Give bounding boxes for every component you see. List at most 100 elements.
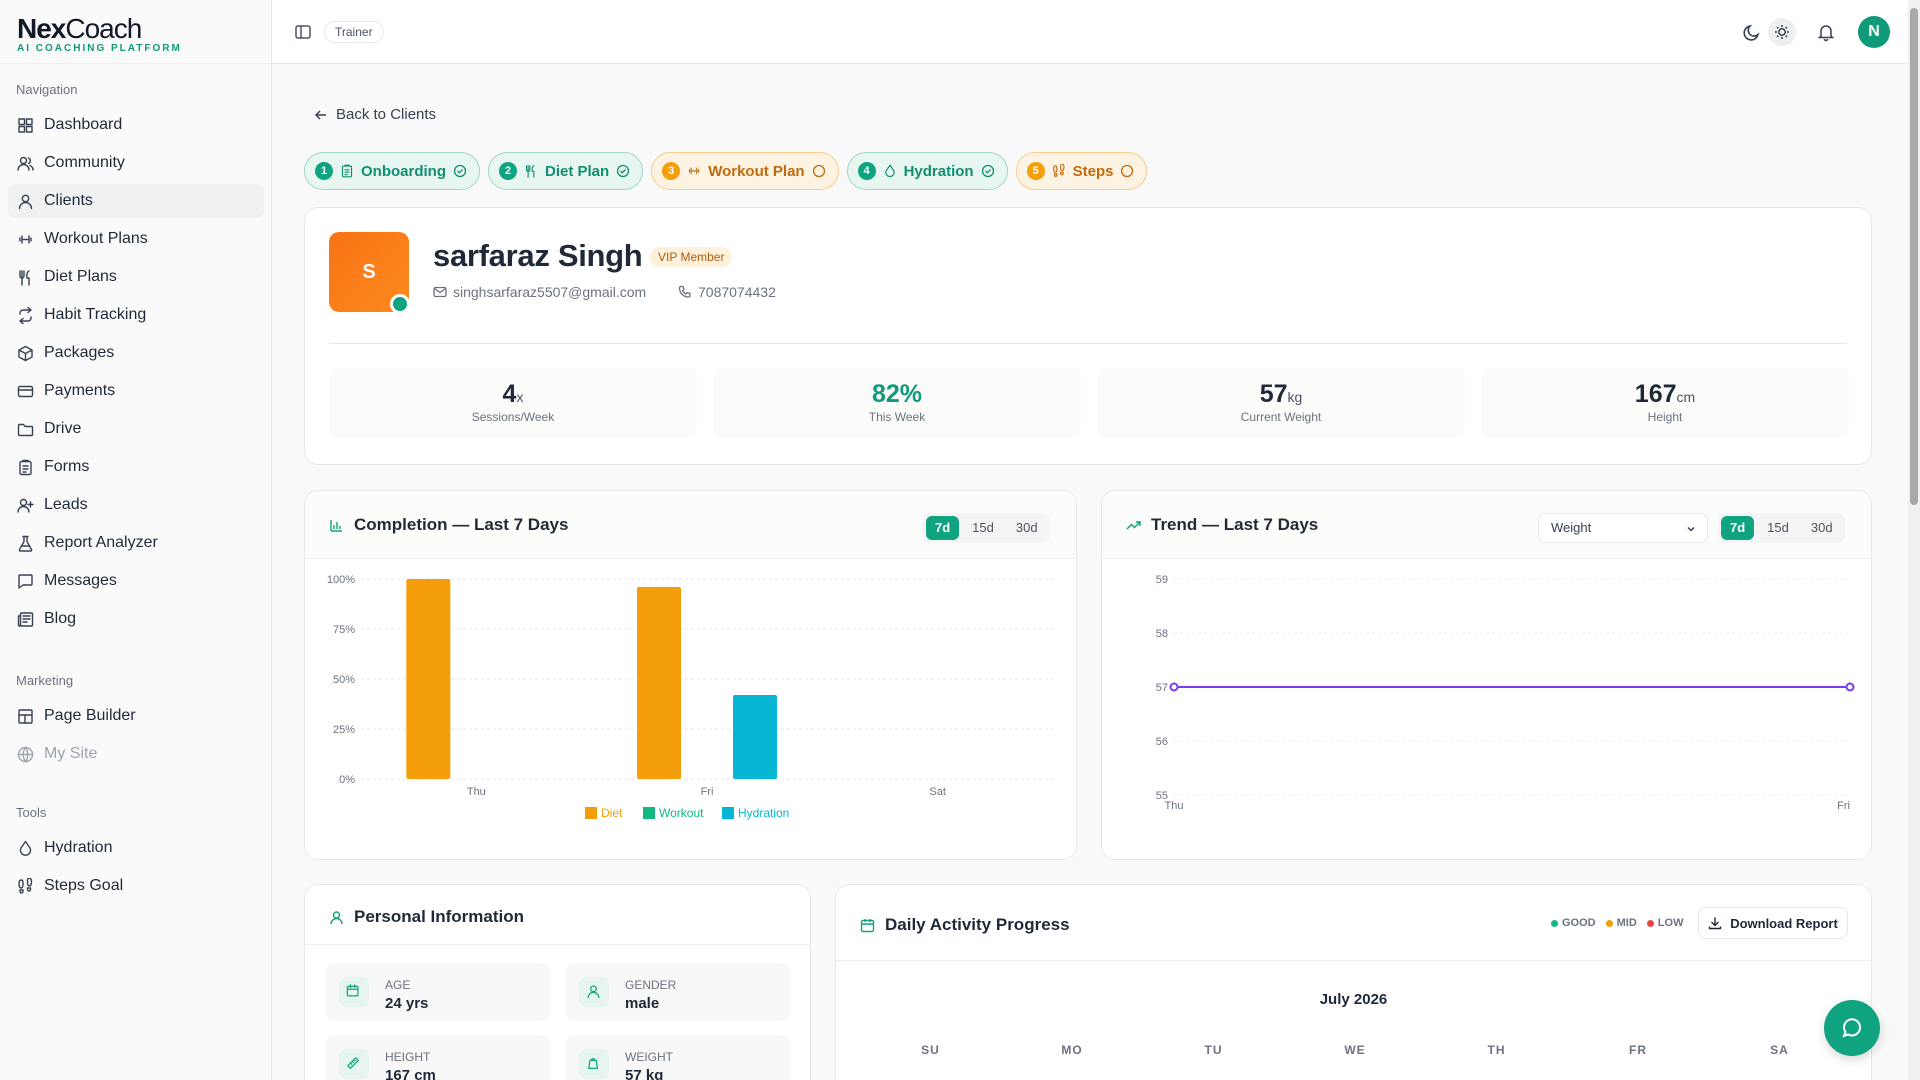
- page-scrollbar[interactable]: [1908, 0, 1920, 1080]
- completion-range-toggle: 7d 15d 30d: [923, 513, 1050, 543]
- sun-icon[interactable]: [1772, 22, 1792, 42]
- sidebar-item-community[interactable]: Community: [8, 146, 264, 180]
- sidebar-item-habit-tracking[interactable]: Habit Tracking: [8, 298, 264, 332]
- user-plus-icon: [17, 497, 34, 514]
- info-tile-age: AGE 24 yrs: [325, 963, 550, 1021]
- step-hydration[interactable]: 4 Hydration: [846, 152, 1008, 190]
- stat-number: 82%: [871, 380, 923, 408]
- info-label: HEIGHT: [385, 1050, 431, 1064]
- logo-text-a: Nex: [17, 13, 66, 44]
- sidebar-item-my-site[interactable]: My Site: [8, 737, 264, 771]
- trend-range-30d[interactable]: 30d: [1810, 520, 1833, 535]
- trend-point[interactable]: [1845, 682, 1855, 692]
- phone-icon: [678, 285, 691, 298]
- sidebar-item-packages[interactable]: Packages: [8, 336, 264, 370]
- onboarding-steps: 1 Onboarding 2 Diet Plan 3 Workout Plan 4 Hydra…: [304, 152, 1148, 190]
- sidebar-item-page-builder[interactable]: Page Builder: [8, 699, 264, 733]
- bar-hydration-fri[interactable]: [733, 695, 777, 779]
- dumbbell-icon: [687, 164, 701, 178]
- sidebar-item-drive[interactable]: Drive: [8, 412, 264, 446]
- y-tick-label: 59: [1156, 574, 1168, 586]
- stat-label: Height: [1647, 410, 1683, 424]
- back-to-clients-link[interactable]: Back to Clients: [314, 106, 436, 123]
- client-phone[interactable]: 7087074432: [678, 284, 776, 300]
- sidebar-item-report-analyzer[interactable]: Report Analyzer: [8, 526, 264, 560]
- sidebar-item-label: Steps Goal: [44, 877, 124, 894]
- nav-section-title: Marketing: [16, 673, 74, 688]
- sidebar-item-hydration[interactable]: Hydration: [8, 831, 264, 865]
- sidebar-item-dashboard[interactable]: Dashboard: [8, 108, 264, 142]
- stat-number: 4: [502, 380, 517, 408]
- legend-label: Hydration: [738, 806, 789, 820]
- y-tick-label: 50%: [333, 674, 355, 686]
- sidebar-item-workout-plans[interactable]: Workout Plans: [8, 222, 264, 256]
- stat-value: 4x: [329, 380, 697, 409]
- phone-text: 7087074432: [698, 284, 776, 300]
- activity-legend: GOOD MID LOW: [1551, 917, 1683, 929]
- step-label: Workout Plan: [708, 162, 805, 180]
- step-steps[interactable]: 5 Steps: [1015, 152, 1148, 190]
- stat-unit: cm: [1676, 389, 1696, 405]
- scrollbar-thumb[interactable]: [1910, 8, 1918, 505]
- sidebar-item-leads[interactable]: Leads: [8, 488, 264, 522]
- step-workout-plan[interactable]: 3 Workout Plan: [651, 152, 839, 190]
- completion-title-text: Completion — Last 7 Days: [354, 515, 569, 534]
- x-tick-label: Thu: [1165, 800, 1184, 812]
- sidebar-item-diet-plans[interactable]: Diet Plans: [8, 260, 264, 294]
- sidebar-item-messages[interactable]: Messages: [8, 564, 264, 598]
- sidebar-item-label: Drive: [44, 420, 82, 437]
- step-onboarding[interactable]: 1 Onboarding: [304, 152, 480, 190]
- calendar-weekdays: SU MO TU WE TH FR SA: [860, 1043, 1850, 1057]
- info-value: 24 yrs: [385, 995, 429, 1012]
- bar-diet-thu[interactable]: [406, 579, 451, 779]
- bell-icon[interactable]: [1816, 22, 1836, 42]
- sidebar-item-label: Workout Plans: [44, 230, 148, 247]
- mail-icon: [433, 286, 447, 298]
- step-label: Steps: [1072, 162, 1114, 180]
- legend-swatch: [643, 807, 655, 819]
- completion-range-30d[interactable]: 30d: [1015, 520, 1038, 535]
- user-avatar[interactable]: N: [1858, 16, 1890, 48]
- step-label: Diet Plan: [545, 162, 610, 180]
- utensils-icon: [524, 164, 538, 178]
- sidebar-toggle-icon[interactable]: [294, 23, 312, 41]
- theme-light-button[interactable]: [1768, 18, 1796, 46]
- completion-range-15d[interactable]: 15d: [972, 520, 994, 535]
- sidebar-item-label: Payments: [44, 382, 116, 399]
- legend-dot: [1551, 919, 1558, 927]
- sidebar-item-label: Packages: [44, 344, 115, 361]
- bar-diet-fri[interactable]: [637, 587, 681, 779]
- weekday-su: SU: [921, 1043, 940, 1057]
- user-icon: [579, 977, 609, 1007]
- legend-dot: [1605, 919, 1613, 927]
- step-diet-plan[interactable]: 2 Diet Plan: [488, 152, 644, 190]
- stat-sessions-week: 4x Sessions/Week: [329, 368, 697, 438]
- sidebar-item-forms[interactable]: Forms: [8, 450, 264, 484]
- x-tick-label: Fri: [1837, 800, 1850, 812]
- sidebar-item-blog[interactable]: Blog: [8, 602, 264, 636]
- sidebar-item-payments[interactable]: Payments: [8, 374, 264, 408]
- download-report-button[interactable]: Download Report: [1698, 907, 1848, 939]
- stat-value: 167cm: [1481, 380, 1849, 409]
- trend-range-7d[interactable]: 7d: [1721, 516, 1755, 540]
- sidebar-item-steps-goal[interactable]: Steps Goal: [8, 869, 264, 903]
- sidebar-item-label: Blog: [44, 610, 77, 627]
- sidebar-item-clients[interactable]: Clients: [8, 184, 264, 218]
- client-email[interactable]: singhsarfaraz5507@gmail.com: [433, 284, 646, 300]
- chat-button[interactable]: [1824, 1000, 1880, 1056]
- logo[interactable]: NexCoach AI COACHING PLATFORM: [0, 0, 271, 64]
- sidebar-item-label: Habit Tracking: [44, 306, 147, 323]
- moon-icon[interactable]: [1742, 22, 1762, 42]
- step-label: Hydration: [903, 162, 974, 180]
- trend-range-15d[interactable]: 15d: [1767, 520, 1789, 535]
- completion-range-7d[interactable]: 7d: [926, 516, 960, 540]
- legend-label: LOW: [1657, 917, 1684, 929]
- info-tile-height: HEIGHT 167 cm: [325, 1035, 550, 1080]
- trend-point[interactable]: [1169, 682, 1179, 692]
- dumbbell-icon: [17, 231, 34, 248]
- legend-low: LOW: [1646, 917, 1684, 929]
- metric-select[interactable]: Weight: [1538, 513, 1708, 543]
- y-tick-label: 100%: [327, 574, 355, 586]
- nav-section-title: Navigation: [16, 82, 78, 97]
- vip-badge: VIP Member: [650, 247, 733, 267]
